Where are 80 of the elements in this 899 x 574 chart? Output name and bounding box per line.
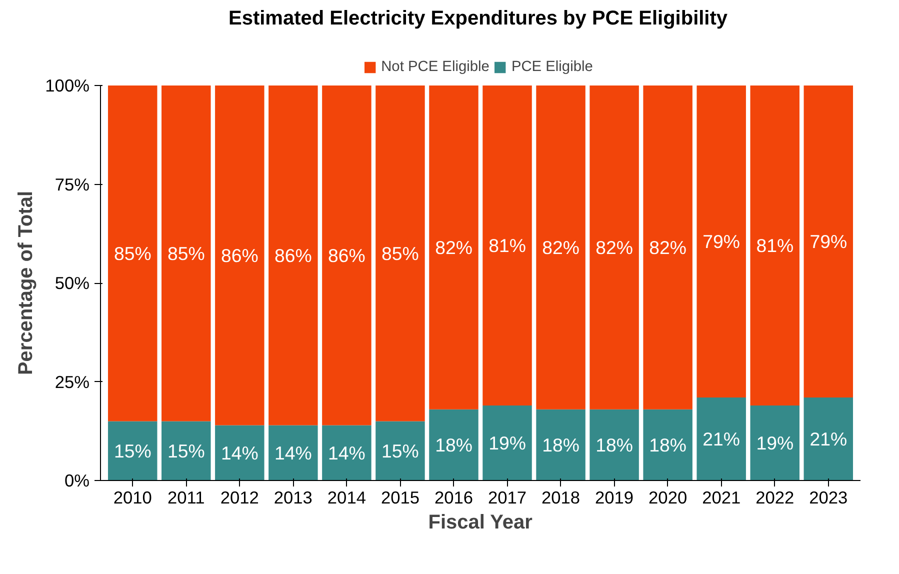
data-label: 15%: [114, 440, 152, 462]
bar: [215, 86, 264, 426]
data-label: 18%: [435, 434, 472, 456]
bar: [590, 86, 639, 410]
bar: [322, 86, 372, 426]
bar: [482, 405, 532, 480]
data-label: 86%: [220, 244, 258, 266]
data-label: 19%: [756, 432, 794, 454]
bar: [804, 398, 854, 480]
data-label: 15%: [167, 440, 205, 462]
x-tick-label: 2018: [542, 488, 580, 508]
bar: [750, 86, 800, 406]
data-label: 19%: [488, 432, 526, 454]
data-label: 18%: [649, 434, 686, 456]
bar: [696, 398, 746, 480]
data-label: 14%: [274, 442, 312, 464]
bar: [643, 86, 692, 410]
bar: [536, 86, 586, 410]
x-tick-label: 2014: [327, 488, 366, 508]
data-label: 21%: [702, 428, 740, 450]
legend-label: Not PCE Eligible: [381, 59, 490, 75]
chart-title: Estimated Electricity Expenditures by PCE Eligibility: [228, 8, 728, 30]
bar: [429, 86, 478, 410]
x-tick-label: 2012: [220, 488, 259, 508]
bar: [482, 86, 532, 406]
data-label: 82%: [596, 236, 633, 258]
data-label: 85%: [114, 242, 152, 264]
bar: [215, 425, 264, 480]
x-tick-label: 2019: [595, 488, 634, 508]
x-tick-label: 2023: [809, 488, 848, 508]
data-label: 79%: [702, 231, 740, 252]
x-tick-label: 2020: [648, 488, 688, 508]
bar: [536, 409, 586, 480]
bar: [268, 86, 318, 426]
bar: [108, 421, 158, 480]
data-label: 86%: [328, 244, 366, 266]
legend-label: PCE Eligible: [511, 59, 593, 75]
data-label: 81%: [488, 234, 526, 256]
data-label: 18%: [542, 434, 580, 456]
data-label: 15%: [382, 440, 419, 462]
y-tick-label: 75%: [54, 174, 90, 194]
data-label: 81%: [756, 234, 794, 256]
data-label: 86%: [274, 244, 312, 266]
data-label: 21%: [810, 428, 848, 450]
x-tick-label: 2016: [434, 488, 474, 508]
bar: [162, 421, 211, 480]
data-label: 14%: [220, 442, 258, 464]
bar: [590, 409, 639, 480]
y-tick-label: 25%: [54, 372, 90, 392]
data-label: 79%: [810, 231, 848, 252]
bar: [162, 86, 211, 422]
x-tick-label: 2021: [702, 488, 741, 508]
y-axis-title: Percentage of Total: [15, 190, 38, 376]
bar: [108, 86, 158, 422]
data-label: 85%: [167, 242, 205, 264]
x-tick-label: 2015: [380, 488, 420, 508]
y-tick-label: 50%: [54, 273, 90, 293]
bar: [376, 421, 425, 480]
x-axis-title: Fiscal Year: [428, 512, 533, 534]
x-tick-label: 2010: [113, 488, 152, 508]
x-tick-label: 2011: [168, 488, 205, 508]
data-label: 18%: [596, 434, 633, 456]
data-label: 82%: [649, 236, 686, 258]
bar: [322, 425, 372, 480]
x-tick-label: 2022: [756, 488, 794, 508]
y-tick-label: 0%: [64, 470, 90, 490]
bar: [804, 86, 854, 398]
bar: [696, 86, 746, 398]
x-tick-label: 2017: [488, 488, 527, 508]
data-label: 82%: [435, 236, 472, 258]
y-tick-label: 100%: [45, 76, 90, 96]
bar: [750, 405, 800, 480]
data-label: 82%: [542, 236, 580, 258]
bar: [643, 409, 692, 480]
data-label: 14%: [328, 442, 366, 464]
bar: [429, 409, 478, 480]
bar: [268, 425, 318, 480]
data-label: 85%: [382, 242, 419, 264]
bar: [376, 86, 425, 422]
x-tick-label: 2013: [274, 488, 312, 508]
